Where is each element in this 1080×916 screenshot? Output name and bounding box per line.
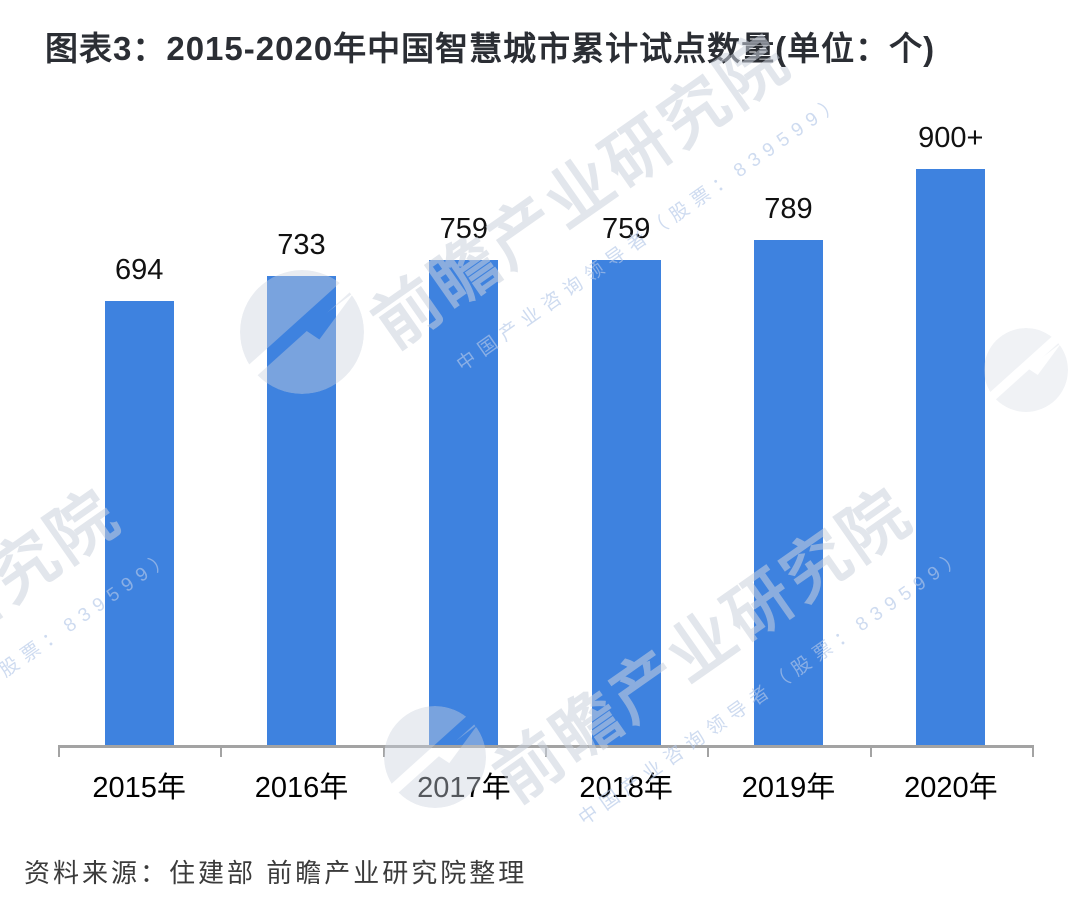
bar-value-label: 759 [439,212,489,245]
bar-value-label: 759 [601,212,651,245]
x-axis-line [58,745,1034,748]
x-axis-label: 2015年 [92,772,186,804]
x-axis-tick [707,748,710,757]
chart-title: 图表3：2015-2020年中国智慧城市累计试点数量(单位：个) [45,30,936,67]
bar-2016年 [267,276,336,746]
x-axis-label: 2020年 [904,772,998,804]
bar-value-label: 694 [114,254,164,287]
bar-2019年 [754,240,823,746]
x-axis-label: 2016年 [254,772,349,804]
bar-value-label: 733 [277,229,326,262]
x-axis-tick [220,748,223,757]
x-axis-tick [1032,748,1034,757]
x-axis-label: 2019年 [741,772,836,804]
x-axis-tick [58,748,60,757]
plot-area: 694 733 759 759 789 900+ [58,86,1032,746]
bar-value-label: 900+ [918,122,984,155]
x-axis-tick [545,748,547,757]
x-axis-label: 2018年 [579,772,673,804]
source-note: 资料来源：住建部 前瞻产业研究院整理 [24,858,528,888]
bar-value-label: 789 [764,193,813,226]
x-axis-label: 2017年 [417,772,511,804]
x-axis-tick [869,748,872,757]
x-axis-tick [382,748,385,757]
bar-2017年 [429,259,499,746]
bar-2015年 [104,301,174,746]
bar-2018年 [591,259,661,746]
bar-2020年 [916,169,986,746]
